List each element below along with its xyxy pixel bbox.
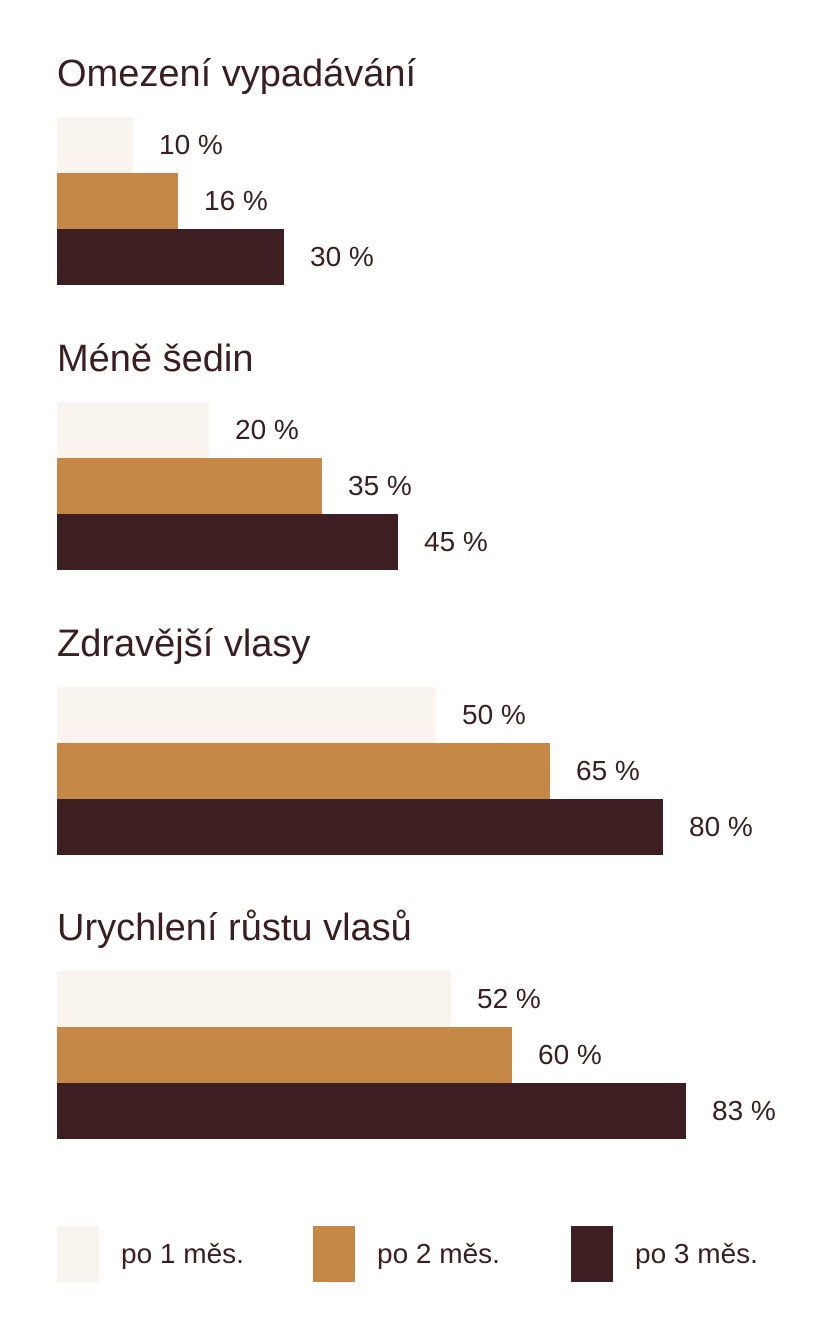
- data-label-urychleni-rustu-vlasu-series-3: 83 %: [712, 1095, 776, 1126]
- data-label-mene-sedin-series-2: 35 %: [348, 470, 412, 501]
- data-label-zdravejsi-vlasy-series-3: 80 %: [689, 811, 753, 842]
- bar-mene-sedin-series-2: [57, 458, 322, 514]
- group-title-urychleni-rustu-vlasu: Urychlení růstu vlasů: [57, 907, 412, 949]
- bar-zdravejsi-vlasy-series-1: [57, 687, 436, 743]
- legend-label-3: po 3 měs.: [635, 1238, 758, 1269]
- bar-zdravejsi-vlasy-series-2: [57, 743, 550, 799]
- legend-label-1: po 1 měs.: [121, 1238, 244, 1269]
- bar-zdravejsi-vlasy-series-3: [57, 799, 663, 855]
- bar-urychleni-rustu-vlasu-series-3: [57, 1083, 686, 1139]
- legend-swatch-1: [57, 1226, 99, 1282]
- bar-urychleni-rustu-vlasu-series-2: [57, 1027, 512, 1083]
- bar-omezeni-vypadavani-series-1: [57, 117, 133, 173]
- bar-mene-sedin-series-3: [57, 514, 398, 570]
- data-label-omezeni-vypadavani-series-1: 10 %: [159, 129, 223, 160]
- data-label-urychleni-rustu-vlasu-series-1: 52 %: [477, 983, 541, 1014]
- data-label-omezeni-vypadavani-series-3: 30 %: [310, 241, 374, 272]
- bar-urychleni-rustu-vlasu-series-1: [57, 971, 451, 1027]
- legend-swatch-2: [313, 1226, 355, 1282]
- legend-label-2: po 2 měs.: [377, 1238, 500, 1269]
- data-label-mene-sedin-series-1: 20 %: [235, 414, 299, 445]
- data-label-urychleni-rustu-vlasu-series-2: 60 %: [538, 1039, 602, 1070]
- data-label-omezeni-vypadavani-series-2: 16 %: [204, 185, 268, 216]
- bar-mene-sedin-series-1: [57, 402, 209, 458]
- data-label-zdravejsi-vlasy-series-2: 65 %: [576, 755, 640, 786]
- legend-swatch-3: [571, 1226, 613, 1282]
- group-title-zdravejsi-vlasy: Zdravější vlasy: [57, 623, 311, 665]
- data-label-mene-sedin-series-3: 45 %: [424, 526, 488, 557]
- group-title-omezeni-vypadavani: Omezení vypadávání: [57, 53, 417, 95]
- group-title-mene-sedin: Méně šedin: [57, 338, 254, 380]
- bar-omezeni-vypadavani-series-3: [57, 229, 284, 285]
- data-label-zdravejsi-vlasy-series-1: 50 %: [462, 699, 526, 730]
- bar-omezeni-vypadavani-series-2: [57, 173, 178, 229]
